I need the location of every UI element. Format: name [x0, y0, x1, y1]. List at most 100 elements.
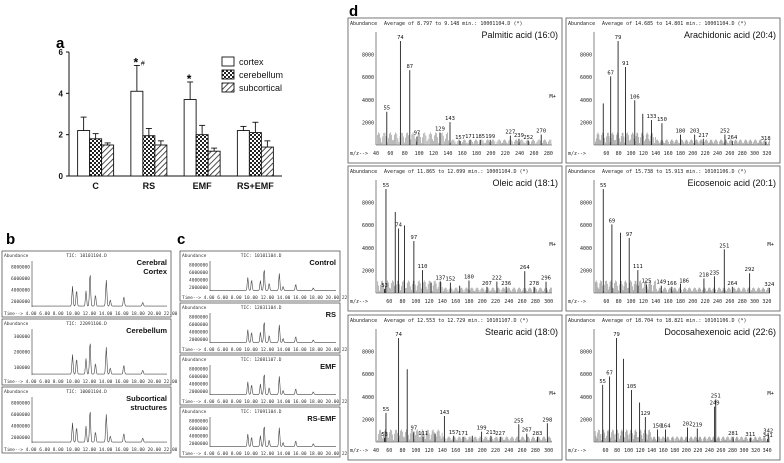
trace-y-tick: 8000000	[189, 366, 208, 372]
spectrum-x-tick: 60	[603, 299, 609, 305]
peak-label: 318	[761, 136, 771, 142]
spectrum-x-tick: 260	[725, 151, 734, 157]
panel-label-b: b	[6, 231, 15, 248]
trace-y-tick: 2000000	[189, 285, 208, 291]
spectrum-x-tick: 200	[682, 448, 691, 454]
spectrum-x-tick: 60	[603, 448, 609, 454]
y-axis-title: Abundance	[182, 305, 207, 311]
peak-label: 239	[514, 133, 524, 139]
spectrum-x-tick: 280	[738, 299, 747, 305]
bar-cerebellum	[248, 132, 262, 177]
peak-label: 222	[492, 276, 502, 282]
trace-y-tick: 2000000	[11, 299, 30, 305]
spectrum-x-prefix: m/z-->	[568, 448, 586, 454]
peak-label: 55	[383, 407, 390, 413]
peak-label: 106	[630, 94, 640, 100]
spectrum-x-tick: 60	[386, 448, 392, 454]
peak-label: 180	[464, 275, 474, 281]
y-axis-title: Abundance	[4, 389, 29, 395]
spectrum-y-title: Abundance	[350, 169, 377, 175]
peak-label: 342	[763, 429, 773, 435]
spectrum-x-tick: 260	[518, 448, 527, 454]
chromatogram-trace	[210, 270, 336, 291]
trace-label: Cortex	[143, 267, 168, 276]
trace-y-tick: 300000	[14, 334, 31, 340]
chromatogram-trace	[32, 275, 167, 307]
trace-y-tick: 2000000	[189, 337, 208, 343]
spectrum-x-tick: 240	[504, 448, 513, 454]
spectrum-y-title: Abundance	[568, 169, 595, 175]
trace-label: Control	[309, 258, 336, 267]
spectrum-x-tick: 200	[478, 448, 487, 454]
spectrum-x-tick: 300	[750, 151, 759, 157]
y-tick-label: 4	[59, 89, 64, 98]
spectrum-x-tick: 260	[725, 299, 734, 305]
y-tick-label: 2	[59, 131, 64, 140]
spectrum-x-tick: 80	[400, 299, 406, 305]
bar-subcortical	[207, 150, 221, 177]
spectrum-x-tick: 100	[627, 151, 636, 157]
spectrum-x-tick: 240	[515, 151, 524, 157]
peak-label: 53	[381, 432, 388, 438]
peak-label: 149	[656, 280, 666, 286]
bar-subcortical	[260, 146, 274, 177]
molecular-ion-label: M+	[549, 242, 556, 248]
peak-label: 150	[657, 117, 667, 123]
molecular-ion-label: M+	[767, 242, 774, 248]
peak-label: 157	[449, 430, 459, 436]
trace-label: RS-EMF	[307, 414, 336, 423]
spectrum-x-tick: 180	[676, 299, 685, 305]
spectrum-x-prefix: m/z-->	[350, 448, 368, 454]
significance-mark-extra: #	[141, 60, 145, 67]
trace-header: TIC: 17091104.D	[241, 409, 282, 415]
spectrum-x-tick: 80	[402, 151, 408, 157]
spectrum-x-tick: 100	[411, 448, 420, 454]
spectrum-x-tick: 200	[486, 151, 495, 157]
peak-label: 281	[728, 431, 738, 437]
peak-label: 227	[505, 130, 515, 136]
peak-label: 53	[381, 283, 388, 289]
legend-label-cortex: cortex	[239, 57, 264, 67]
spectrum-x-tick: 180	[676, 151, 685, 157]
spectrum-x-tick: 280	[728, 448, 737, 454]
peak-label: 55	[599, 379, 606, 385]
peak-label: 203	[690, 129, 700, 135]
spectrum-x-tick: 100	[627, 299, 636, 305]
peak-label: 55	[383, 106, 390, 112]
trace-y-tick: 6000000	[189, 322, 208, 328]
time-axis-label: Time--> 4.00 6.00 8.00 10.00 12.00 14.00…	[182, 347, 372, 353]
trace-label: Cerebellum	[126, 326, 167, 335]
spectrum-x-tick: 140	[651, 299, 660, 305]
trace-y-tick: 8000000	[11, 400, 30, 406]
significance-mark: *	[134, 55, 139, 69]
molecular-ion-label: M+	[549, 94, 556, 100]
spectrum-x-tick: 320	[762, 299, 771, 305]
peak-label: 133	[646, 114, 656, 120]
chromatogram-trace	[32, 412, 167, 443]
spectrum-x-tick: 280	[738, 151, 747, 157]
peak-label: 74	[395, 223, 402, 229]
peak-label: 264	[520, 265, 531, 271]
spectrum-x-tick: 300	[750, 299, 759, 305]
spectrum-x-tick: 240	[705, 448, 714, 454]
spectrum-x-prefix: m/z-->	[350, 299, 368, 305]
peak-label: 218	[699, 272, 709, 278]
chromatogram-trace	[210, 426, 336, 447]
spectrum-y-title: Abundance	[350, 21, 377, 27]
spectrum-x-tick: 160	[664, 299, 673, 305]
peak-label: 227	[495, 431, 505, 437]
spectrum-header: Average of 18.704 to 18.821 min.: 101011…	[602, 318, 747, 324]
spectrum-y-tick: 8000	[362, 53, 374, 59]
spectrum-x-tick: 120	[429, 151, 438, 157]
spectrum-x-tick: 80	[614, 448, 620, 454]
peak-label: 270	[536, 129, 546, 135]
spectrum-y-tick: 2000	[580, 268, 592, 274]
peak-label: 180	[675, 129, 685, 135]
peak-label: 97	[414, 131, 421, 137]
spectrum-y-tick: 2000	[362, 417, 374, 423]
chromatogram-frame	[1, 318, 172, 386]
peak-label: 166	[667, 281, 677, 287]
y-axis-title: Abundance	[182, 357, 207, 363]
spectrum-x-tick: 140	[651, 151, 660, 157]
spectrum-x-tick: 200	[688, 151, 697, 157]
